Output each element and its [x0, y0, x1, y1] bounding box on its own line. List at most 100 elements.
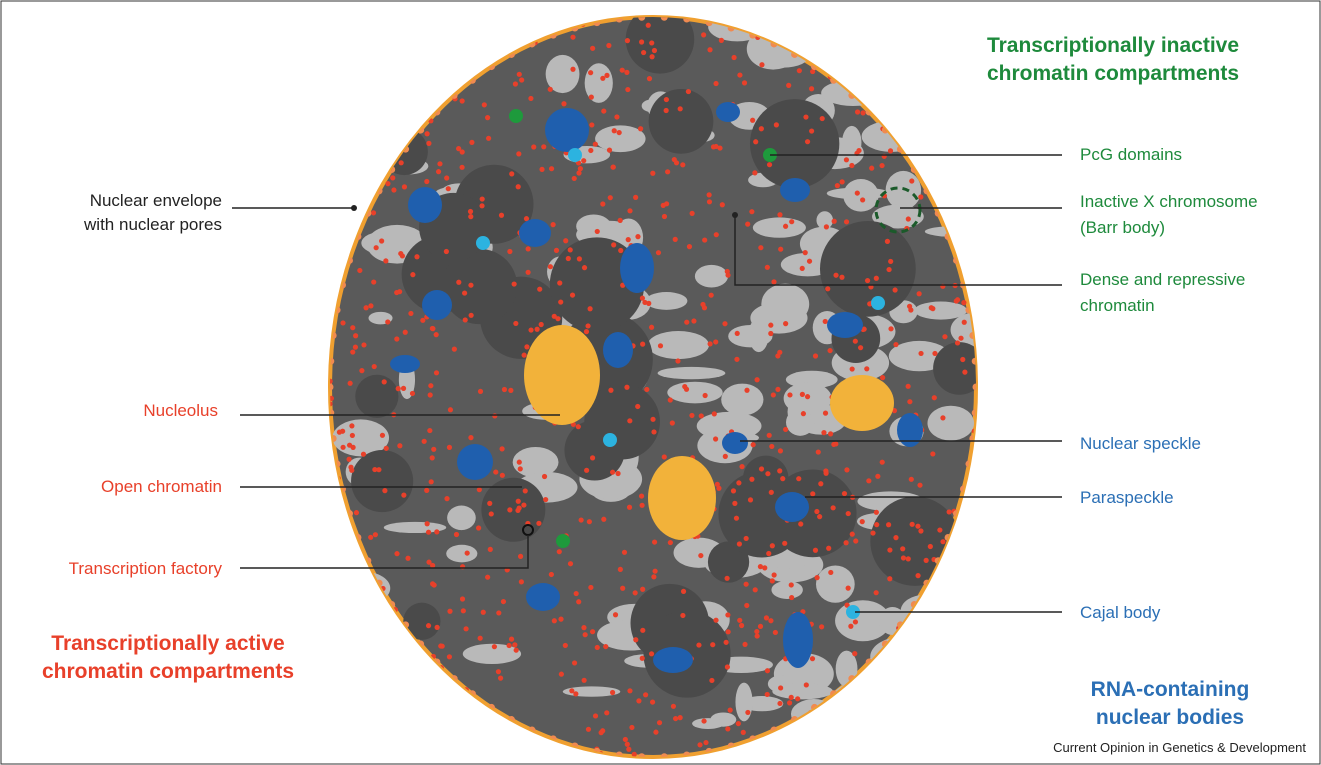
- chromatin-dot: [385, 319, 391, 325]
- chromatin-dot: [468, 435, 474, 441]
- chromatin-dot: [437, 161, 443, 167]
- chromatin-dot: [607, 195, 613, 201]
- chromatin-dot: [684, 319, 690, 325]
- chromatin-dot: [853, 538, 859, 544]
- chromatin-dot: [548, 571, 554, 578]
- chromatin-dot: [600, 728, 606, 734]
- chromatin-dot: [499, 472, 505, 478]
- chromatin-dot: [915, 573, 921, 579]
- chromatin-dot: [414, 254, 420, 260]
- chromatin-dot: [430, 562, 436, 569]
- heading: nuclear bodies: [1096, 706, 1244, 729]
- nuclear-pore: [972, 383, 976, 391]
- chromatin-dot: [340, 444, 346, 450]
- chromatin-dot: [349, 423, 355, 429]
- chromatin-dot: [511, 281, 517, 287]
- chromatin-dot: [570, 34, 576, 40]
- chromatin-dot: [685, 88, 691, 95]
- chromatin-dot: [701, 718, 707, 724]
- cajal-shape: [871, 296, 885, 310]
- chromatin-dot: [656, 720, 663, 726]
- open-chromatin: [332, 419, 390, 457]
- chromatin-dot: [468, 312, 474, 318]
- chromatin-dot: [576, 170, 582, 176]
- open-chromatin: [545, 54, 580, 94]
- chromatin-dot: [769, 443, 775, 450]
- open-chromatin: [872, 204, 924, 229]
- chromatin-dot: [822, 318, 828, 325]
- speckle-shape: [827, 312, 863, 338]
- chromatin-dot: [611, 128, 617, 134]
- chromatin-dot: [713, 232, 719, 238]
- cajal-shape: [603, 433, 617, 447]
- chromatin-dot: [817, 514, 823, 520]
- chromatin-dot: [405, 555, 411, 561]
- chromatin-dot: [923, 557, 929, 563]
- chromatin-dot: [589, 122, 595, 128]
- chromatin-dot: [942, 334, 948, 340]
- chromatin-dot: [604, 710, 610, 716]
- chromatin-dot: [429, 455, 435, 461]
- chromatin-dot: [467, 208, 474, 215]
- chromatin-dot: [606, 42, 612, 49]
- chromatin-dot: [573, 691, 579, 697]
- chromatin-dot: [493, 469, 499, 475]
- speckle-shape: [775, 492, 809, 522]
- chromatin-dot: [585, 726, 592, 732]
- chromatin-dot: [799, 391, 805, 397]
- heading: Transcriptionally active: [51, 632, 284, 655]
- chromatin-dot: [783, 321, 789, 327]
- speckles: [390, 102, 923, 673]
- chromatin-dot: [736, 541, 742, 547]
- chromatin-dot: [639, 39, 645, 45]
- speckle-shape: [653, 647, 693, 673]
- chromatin-dot: [477, 388, 484, 395]
- chromatin-dot: [864, 366, 870, 372]
- chromatin-dot: [600, 201, 606, 207]
- dense-chromatin: [564, 420, 625, 481]
- nuclear-pore: [660, 753, 668, 757]
- chromatin-dot: [725, 726, 731, 732]
- leader-line: [734, 215, 1062, 286]
- chromatin-dot: [513, 320, 519, 327]
- chromatin-dot: [849, 162, 855, 169]
- chromatin-dot: [651, 429, 657, 435]
- chromatin-dot: [680, 612, 686, 619]
- chromatin-dot: [347, 380, 353, 386]
- chromatin-dot: [713, 436, 719, 442]
- chromatin-dot: [900, 546, 906, 552]
- chromatin-dot: [585, 323, 591, 329]
- chromatin-dot: [909, 178, 915, 184]
- chromatin-dot: [558, 616, 564, 622]
- chromatin-dot: [468, 282, 474, 288]
- chromatin-dot: [401, 492, 407, 498]
- cajal-shape: [568, 148, 582, 162]
- chromatin-dot: [640, 586, 646, 592]
- chromatin-dot: [754, 377, 760, 383]
- speckle-shape: [422, 290, 452, 320]
- chromatin-dot: [352, 344, 359, 350]
- chromatin-dot: [497, 675, 504, 681]
- chromatin-dot: [508, 387, 514, 393]
- chromatin-dot: [725, 629, 731, 635]
- chromatin-dot: [570, 66, 576, 72]
- chromatin-dot: [456, 146, 462, 152]
- chromatin-dot: [424, 178, 430, 185]
- chromatin-dot: [804, 139, 811, 145]
- chromatin-dot: [812, 547, 819, 553]
- chromatin-dot: [459, 98, 465, 104]
- chromatin-dot: [764, 264, 770, 270]
- chromatin-dot: [373, 245, 379, 251]
- chromatin-dot: [594, 644, 600, 651]
- chromatin-dot: [873, 590, 879, 596]
- chromatin-dot: [428, 383, 434, 389]
- chromatin-dot: [477, 635, 483, 641]
- chromatin-dot: [703, 739, 709, 746]
- chromatin-dot: [787, 392, 793, 398]
- chromatin-dot: [783, 426, 789, 433]
- chromatin-dot: [697, 742, 703, 748]
- chromatin-dot: [481, 102, 487, 108]
- chromatin-dot: [749, 476, 755, 482]
- chromatin-dot: [349, 432, 355, 439]
- chromatin-dot: [581, 625, 587, 631]
